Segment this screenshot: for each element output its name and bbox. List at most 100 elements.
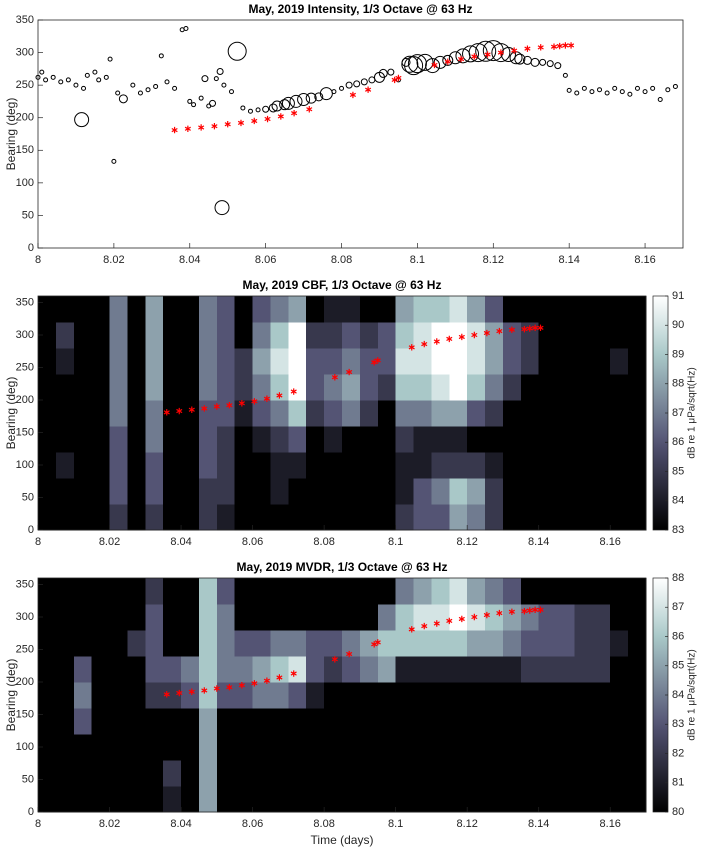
heatmap-cell xyxy=(538,578,557,605)
heatmap-cell xyxy=(359,478,379,505)
intensity-point xyxy=(216,67,224,75)
heatmap-cell xyxy=(216,296,236,323)
heatmap-cell xyxy=(449,322,468,349)
heatmap-cell xyxy=(342,374,361,401)
heatmap-cell xyxy=(270,400,289,427)
track-point xyxy=(537,44,544,51)
heatmap-cell xyxy=(502,400,522,427)
heatmap-cell xyxy=(109,734,128,761)
heatmap-cell xyxy=(109,348,128,375)
heatmap-cell xyxy=(324,630,343,657)
colorbar-tick-label: 85 xyxy=(672,660,684,672)
heatmap-cell xyxy=(38,734,57,761)
intensity-point xyxy=(581,85,587,91)
heatmap-cell xyxy=(467,708,486,735)
heatmap-cell xyxy=(574,604,593,631)
heatmap-cell xyxy=(127,786,146,813)
heatmap-cell xyxy=(270,604,289,631)
heatmap-cell xyxy=(556,656,575,683)
heatmap-cell xyxy=(485,630,504,657)
heatmap-cell xyxy=(431,682,450,709)
intensity-point xyxy=(81,85,87,91)
heatmap-cell xyxy=(520,478,540,505)
intensity-point xyxy=(401,55,419,73)
heatmap-cell xyxy=(628,374,647,401)
heatmap-cell xyxy=(145,734,164,761)
heatmap-cell xyxy=(377,630,396,657)
intensity-point xyxy=(416,53,434,71)
track-point xyxy=(277,113,284,120)
heatmap-cell xyxy=(288,296,307,323)
heatmap-cell xyxy=(324,708,343,735)
heatmap-cell xyxy=(502,708,522,735)
intensity-point xyxy=(566,87,572,93)
heatmap-cell xyxy=(252,708,271,735)
track-point xyxy=(458,615,465,623)
intensity-point xyxy=(387,68,395,76)
heatmap-cell xyxy=(145,708,164,735)
heatmap-cell xyxy=(73,682,92,709)
heatmap-cell xyxy=(610,630,629,657)
heatmap-cell xyxy=(449,656,468,683)
intensity-point xyxy=(597,87,603,93)
track-point xyxy=(331,374,338,381)
x-tick-label: 8.16 xyxy=(600,536,621,548)
heatmap-cell xyxy=(127,734,146,761)
heatmap-cell xyxy=(502,374,522,401)
heatmap-cell xyxy=(198,708,218,735)
heatmap-cell xyxy=(538,630,557,657)
heatmap-cell xyxy=(628,604,647,631)
heatmap-cell xyxy=(342,578,361,605)
heatmap-cell xyxy=(163,504,182,531)
heatmap-cell xyxy=(306,426,325,453)
heatmap-cell xyxy=(55,426,75,453)
track-point xyxy=(264,115,271,123)
heatmap-cell xyxy=(109,656,128,683)
intensity-point xyxy=(158,53,164,59)
heatmap-cell xyxy=(127,322,146,349)
heatmap-cell xyxy=(252,426,271,453)
heatmap-cell xyxy=(127,760,146,787)
heatmap-cell xyxy=(592,708,611,735)
heatmap-cell xyxy=(359,682,379,709)
heatmap-cell xyxy=(181,322,200,349)
heatmap-cell xyxy=(306,478,325,505)
heatmap-cell xyxy=(109,578,128,605)
heatmap-cell xyxy=(485,452,504,479)
heatmap-cell xyxy=(413,504,432,531)
track-point xyxy=(198,124,205,131)
heatmap-cell xyxy=(485,656,504,683)
heatmap-cell xyxy=(556,578,575,605)
track-point xyxy=(521,607,528,615)
y-tick-label: 150 xyxy=(16,708,34,720)
heatmap-cell xyxy=(145,348,164,375)
heatmap-cell xyxy=(485,322,504,349)
heatmap-cell xyxy=(592,604,611,631)
heatmap-cell xyxy=(467,630,486,657)
heatmap-cell xyxy=(377,760,396,787)
heatmap-cell xyxy=(324,578,343,605)
heatmap-cell xyxy=(395,374,414,401)
heatmap-cell xyxy=(556,348,575,375)
track-point xyxy=(176,407,183,415)
track-point xyxy=(471,613,478,621)
x-tick-label: 8.02 xyxy=(99,818,120,830)
heatmap-cell xyxy=(306,604,325,631)
x-tick-label: 8 xyxy=(35,818,41,830)
heatmap-cell xyxy=(270,374,289,401)
intensity-point xyxy=(240,105,246,111)
x-tick-label: 8.08 xyxy=(313,818,334,830)
heatmap-cell xyxy=(592,760,611,787)
heatmap-cell xyxy=(467,426,486,453)
heatmap-cell xyxy=(449,708,468,735)
heatmap-cell xyxy=(198,400,218,427)
heatmap-cell xyxy=(628,322,647,349)
intensity-point xyxy=(164,79,170,85)
heatmap-cell xyxy=(628,786,647,813)
y-tick-label: 200 xyxy=(16,676,34,688)
chart-title: May, 2019 CBF, 1/3 Octave @ 63 Hz xyxy=(243,278,442,292)
y-axis-label: Bearing (deg) xyxy=(4,659,18,732)
heatmap-cell xyxy=(145,478,164,505)
heatmap-cell xyxy=(592,578,611,605)
colorbar-tick-label: 90 xyxy=(672,319,684,331)
